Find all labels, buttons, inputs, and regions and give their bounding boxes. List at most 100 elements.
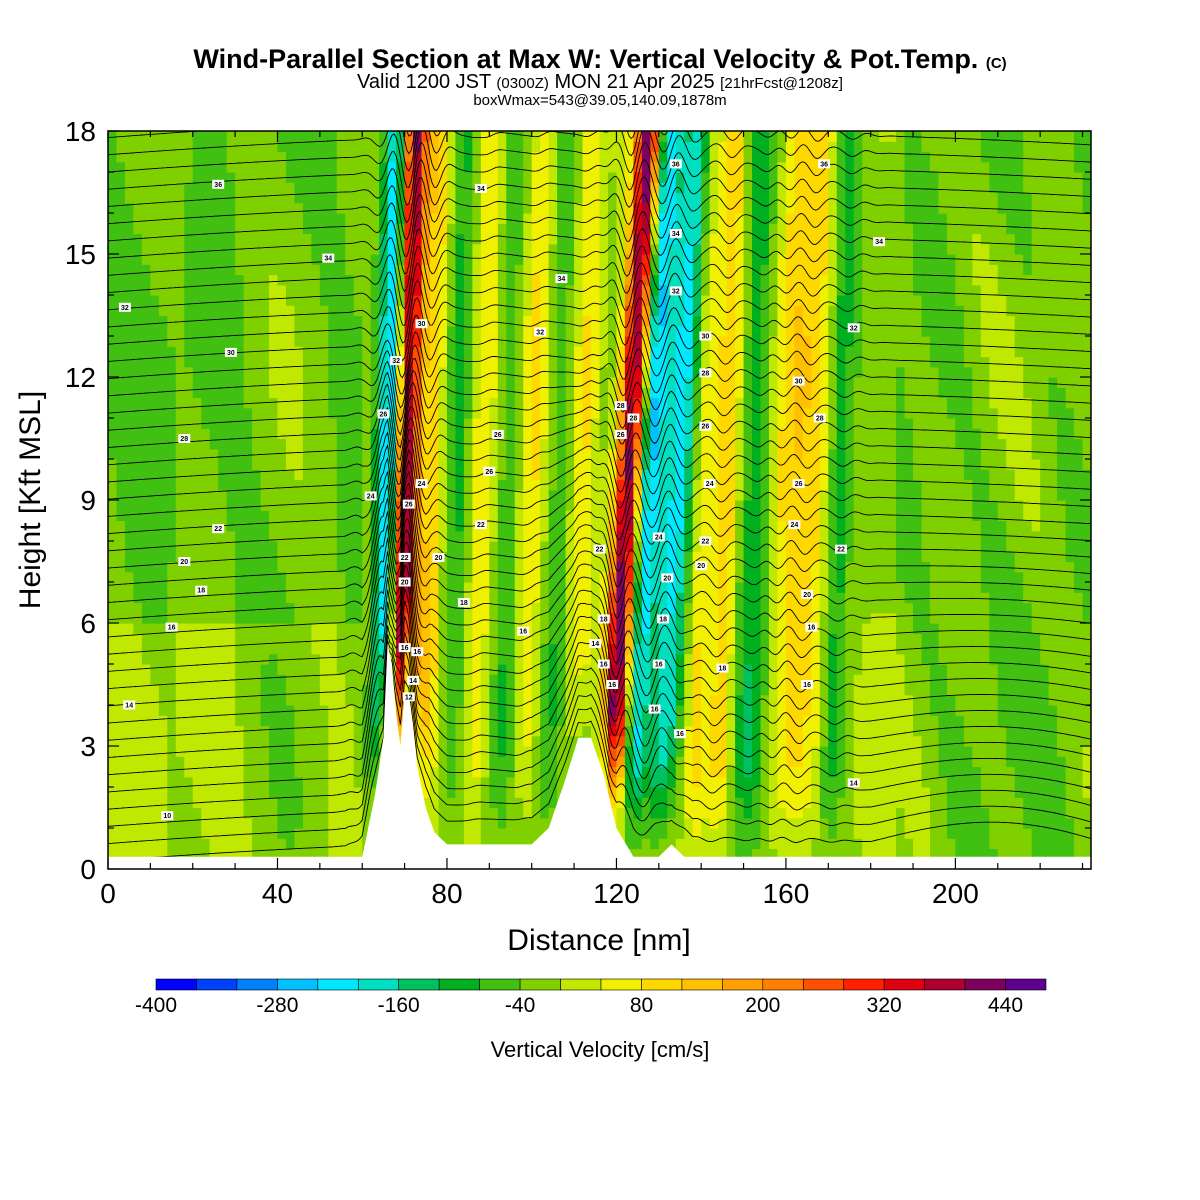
velocity-cell <box>167 510 177 522</box>
velocity-cell <box>362 254 372 265</box>
velocity-cell <box>133 633 143 645</box>
velocity-cell <box>557 233 567 245</box>
velocity-cell <box>336 633 346 645</box>
velocity-cell <box>184 377 194 388</box>
velocity-cell <box>675 664 685 675</box>
velocity-cell <box>158 315 168 327</box>
velocity-cell <box>277 623 287 634</box>
velocity-cell <box>133 817 143 829</box>
velocity-cell <box>658 131 668 142</box>
velocity-cell <box>396 336 406 347</box>
velocity-cell <box>616 592 626 604</box>
velocity-cell <box>557 674 567 686</box>
velocity-cell <box>531 633 541 645</box>
velocity-cell <box>345 797 355 809</box>
velocity-cell <box>285 254 296 265</box>
velocity-cell <box>108 674 118 686</box>
velocity-cell <box>633 213 643 224</box>
velocity-cell <box>124 254 135 265</box>
velocity-cell <box>277 561 287 573</box>
velocity-cell <box>489 151 499 163</box>
velocity-cell <box>108 448 118 460</box>
velocity-cell <box>133 776 143 788</box>
velocity-cell <box>133 254 143 265</box>
velocity-cell <box>124 725 135 737</box>
velocity-cell <box>370 141 380 153</box>
velocity-cell <box>506 233 516 245</box>
velocity-cell <box>141 161 151 173</box>
velocity-cell <box>641 551 651 563</box>
velocity-cell <box>455 418 465 429</box>
velocity-cell <box>133 315 143 327</box>
velocity-cell <box>175 838 185 850</box>
velocity-cell <box>328 541 338 552</box>
velocity-cell <box>446 510 457 522</box>
velocity-cell <box>684 141 694 153</box>
velocity-cell <box>319 612 329 624</box>
velocity-cell <box>650 510 660 522</box>
velocity-cell <box>133 489 143 501</box>
velocity-cell <box>353 571 363 583</box>
velocity-cell <box>328 735 338 747</box>
velocity-cell <box>158 295 168 306</box>
velocity-cell <box>463 684 473 696</box>
velocity-cell <box>455 653 465 665</box>
velocity-cell <box>133 172 143 183</box>
velocity-cell <box>260 551 270 563</box>
velocity-cell <box>277 377 287 388</box>
velocity-cell <box>540 305 550 317</box>
velocity-cell <box>345 397 355 409</box>
velocity-cell <box>607 172 618 183</box>
velocity-cell <box>489 172 499 183</box>
velocity-cell <box>658 202 668 214</box>
velocity-cell <box>650 469 660 481</box>
velocity-cell <box>387 325 397 337</box>
velocity-cell <box>548 182 558 194</box>
velocity-cell <box>480 377 490 388</box>
velocity-cell <box>362 674 372 686</box>
velocity-cell <box>319 305 329 317</box>
velocity-cell <box>277 797 287 809</box>
velocity-cell <box>226 715 236 727</box>
velocity-cell <box>641 428 651 440</box>
velocity-cell <box>362 797 372 809</box>
velocity-cell <box>658 817 668 829</box>
velocity-cell <box>480 295 490 306</box>
velocity-cell <box>235 541 245 552</box>
velocity-cell <box>116 182 126 194</box>
velocity-cell <box>319 202 329 214</box>
velocity-cell <box>650 479 660 491</box>
velocity-cell <box>455 438 465 450</box>
velocity-cell <box>269 653 279 665</box>
velocity-cell <box>421 387 431 399</box>
velocity-cell <box>345 612 355 624</box>
velocity-cell <box>345 705 355 716</box>
velocity-cell <box>141 664 151 675</box>
velocity-cell <box>523 633 533 645</box>
velocity-cell <box>455 336 465 347</box>
velocity-cell <box>667 141 677 153</box>
velocity-cell <box>497 623 507 634</box>
velocity-cell <box>294 674 304 686</box>
velocity-cell <box>438 356 448 368</box>
velocity-cell <box>489 592 499 604</box>
velocity-cell <box>124 336 135 347</box>
velocity-cell <box>523 438 533 450</box>
velocity-cell <box>319 725 329 737</box>
velocity-cell <box>438 192 448 204</box>
velocity-cell <box>226 233 236 245</box>
velocity-cell <box>616 787 626 798</box>
velocity-cell <box>218 295 228 306</box>
velocity-cell <box>658 161 668 173</box>
velocity-cell <box>650 817 660 829</box>
velocity-cell <box>201 264 211 276</box>
velocity-cell <box>574 336 584 347</box>
velocity-cell <box>209 510 219 522</box>
velocity-cell <box>607 787 618 798</box>
velocity-cell <box>531 213 541 224</box>
velocity-cell <box>362 571 372 583</box>
velocity-cell <box>116 653 126 665</box>
velocity-cell <box>184 479 194 491</box>
velocity-cell <box>607 356 618 368</box>
velocity-cell <box>141 530 151 542</box>
